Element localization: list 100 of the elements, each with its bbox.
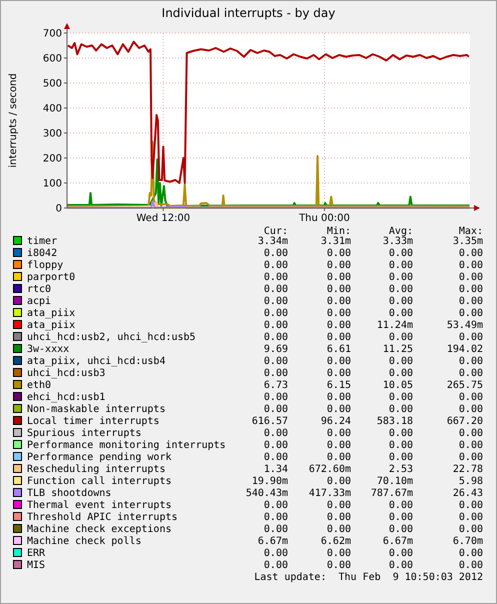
text: 0.00 <box>264 332 288 343</box>
legend-label: Thermal event interrupts <box>27 500 172 511</box>
text: 0.00 <box>458 512 483 523</box>
text: 0.00 <box>264 308 288 319</box>
text: 0.00 <box>458 368 483 379</box>
legend-label: Performance monitoring interrupts <box>27 440 226 451</box>
text: 0.00 <box>458 356 483 367</box>
text: 0.00 <box>264 428 288 439</box>
y-tick-label: 100 <box>42 178 62 190</box>
text: 0.00 <box>264 284 288 295</box>
legend-label: i8042 <box>27 248 58 259</box>
y-axis-title: interrupts / second <box>8 73 19 168</box>
legend-label: acpi <box>27 296 52 307</box>
text: Cur: <box>264 226 288 237</box>
legend-label: Machine check exceptions <box>27 524 172 535</box>
text: 11.25 <box>382 344 413 355</box>
text: 0.00 <box>388 404 413 415</box>
text: 6.70m <box>452 536 483 547</box>
text: 0.00 <box>264 452 288 463</box>
text: 0.00 <box>264 392 288 403</box>
text: 0.00 <box>326 440 351 451</box>
text: 417.33m <box>308 488 351 499</box>
text: 0.00 <box>264 320 288 331</box>
text: 0.00 <box>264 440 288 451</box>
text: 0.00 <box>326 560 351 571</box>
legend-label: Machine check polls <box>27 536 142 547</box>
legend-label: uhci_hcd:usb2, uhci_hcd:usb5 <box>27 332 196 343</box>
text: 0.00 <box>458 392 483 403</box>
text: 672.60m <box>308 464 351 475</box>
text: 2.53 <box>388 464 413 475</box>
text: 0.00 <box>458 500 483 511</box>
text: 6.67m <box>258 536 288 547</box>
text: Min: <box>326 226 351 237</box>
text: 6.15 <box>326 380 351 391</box>
text: 0.00 <box>388 260 413 271</box>
text: 0.00 <box>388 500 413 511</box>
text: 0.00 <box>458 284 483 295</box>
legend-label: eth0 <box>27 380 52 391</box>
text: 0.00 <box>326 500 351 511</box>
text: 0.00 <box>458 308 483 319</box>
text: 0.00 <box>458 296 483 307</box>
text: 667.20 <box>446 416 483 427</box>
text: 0.00 <box>458 332 483 343</box>
y-tick-label: 300 <box>42 128 62 140</box>
text: 0.00 <box>264 512 288 523</box>
text: 0.00 <box>326 512 351 523</box>
text: 583.18 <box>376 416 413 427</box>
legend-label: ehci_hcd:usb1 <box>27 392 106 403</box>
text: 0.00 <box>326 476 351 487</box>
text: 53.49m <box>446 320 483 331</box>
text: 0.00 <box>326 320 351 331</box>
text: 70.10m <box>376 476 413 487</box>
text: 26.43 <box>452 488 483 499</box>
y-tick-label: 400 <box>42 104 62 114</box>
text: 3.34m <box>258 236 288 247</box>
text: 265.75 <box>446 380 483 391</box>
text: Last update: Thu Feb 9 10:50:03 2012 <box>254 572 483 583</box>
text: 0.00 <box>264 368 288 379</box>
x-tick-label: Wed 12:00 <box>136 213 190 224</box>
text: 0.00 <box>458 452 483 463</box>
text: 0.00 <box>388 356 413 367</box>
text: 0.00 <box>458 272 483 283</box>
text: 0.00 <box>326 392 351 403</box>
text: 787.67m <box>370 488 413 499</box>
text: Max: <box>458 226 483 237</box>
text: 6.62m <box>320 536 351 547</box>
text: 0.00 <box>326 404 351 415</box>
text: 0.00 <box>326 524 351 535</box>
text: 0.00 <box>264 404 288 415</box>
text: 0.00 <box>388 308 413 319</box>
text: 0.00 <box>264 260 288 271</box>
text: 0.00 <box>458 260 483 271</box>
legend-label: Spurious interrupts <box>27 428 142 439</box>
text: 0.00 <box>388 332 413 343</box>
text: 96.24 <box>320 416 351 427</box>
text: 0.00 <box>264 524 288 535</box>
text: 0.00 <box>388 512 413 523</box>
legend-label: Performance pending work <box>27 452 172 463</box>
text: 0.00 <box>326 332 351 343</box>
text: 6.67m <box>382 536 413 547</box>
text: 6.73 <box>264 380 288 391</box>
text: 616.57 <box>252 416 288 427</box>
text: 0.00 <box>264 560 288 571</box>
text: 0.00 <box>458 404 483 415</box>
text: Avg: <box>388 226 413 237</box>
legend-label: TLB shootdowns <box>27 488 112 499</box>
legend-label: MIS <box>27 560 46 571</box>
text: 0.00 <box>458 440 483 451</box>
text: 0.00 <box>264 356 288 367</box>
text: 540.43m <box>246 488 288 499</box>
text: 0.00 <box>326 272 351 283</box>
text: 0.00 <box>388 368 413 379</box>
text: 3.35m <box>452 236 483 247</box>
text: 0.00 <box>326 428 351 439</box>
x-tick-label: Thu 00:00 <box>298 213 350 224</box>
text: 6.61 <box>326 344 351 355</box>
legend-label: Function call interrupts <box>27 476 172 487</box>
text: 0.00 <box>326 308 351 319</box>
legend-label: ata_piix <box>27 320 76 331</box>
text: 194.02 <box>446 344 483 355</box>
